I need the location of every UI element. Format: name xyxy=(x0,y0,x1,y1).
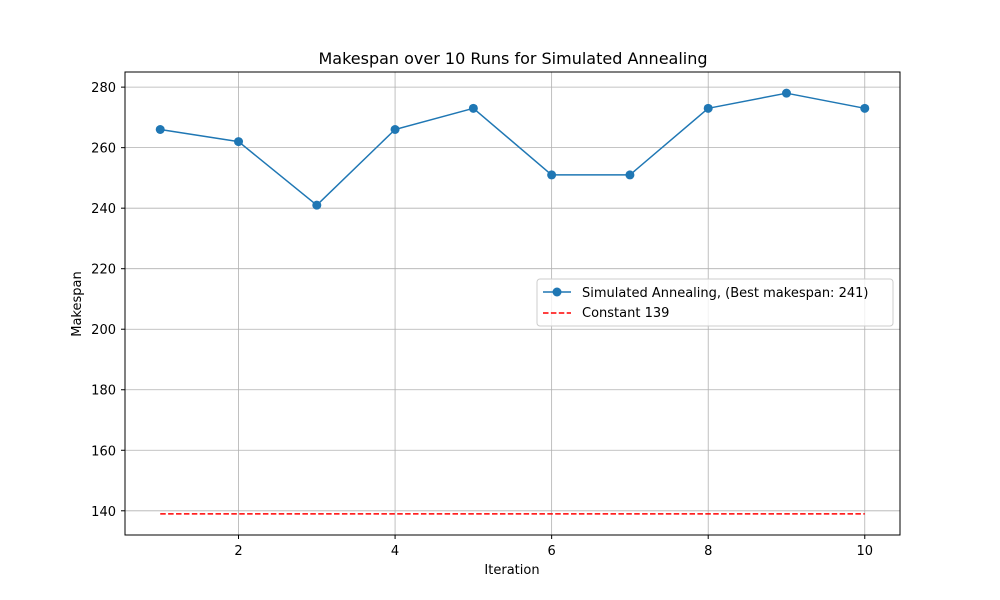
x-tick-label-8: 8 xyxy=(704,544,712,559)
legend-label-series-2: Constant 139 xyxy=(582,306,669,321)
x-axis-label: Iteration xyxy=(484,563,539,578)
legend-marker-series-1 xyxy=(552,287,562,297)
series-1-point-6 xyxy=(547,170,557,180)
series-1-point-8 xyxy=(703,103,713,113)
series-1-point-10 xyxy=(860,103,870,113)
series-1-point-7 xyxy=(625,170,635,180)
legend-box xyxy=(536,278,894,327)
y-axis-label: Makespan xyxy=(70,271,85,336)
y-tick-label-140: 140 xyxy=(91,505,116,520)
y-tick-label-180: 180 xyxy=(91,384,116,399)
x-tick-label-4: 4 xyxy=(391,544,399,559)
y-tick-label-160: 160 xyxy=(91,444,116,459)
x-tick-label-10: 10 xyxy=(856,544,873,559)
y-tick-label-220: 220 xyxy=(91,263,116,278)
x-tick-label-2: 2 xyxy=(234,544,242,559)
chart-title: Makespan over 10 Runs for Simulated Anne… xyxy=(318,49,707,68)
axes: 2 4 6 8 10 140 160 180 200 220 240 260 280 xyxy=(91,81,873,559)
series-1-point-3 xyxy=(312,200,322,210)
plot-frame xyxy=(124,71,901,536)
y-tick-label-240: 240 xyxy=(91,202,116,217)
x-tick-label-6: 6 xyxy=(548,544,556,559)
plot-series xyxy=(155,88,870,515)
series-1-point-2 xyxy=(234,137,244,147)
series-1-point-5 xyxy=(468,103,478,113)
series-1-point-1 xyxy=(155,124,165,134)
series-line-1 xyxy=(160,92,865,206)
legend: Simulated Annealing, (Best makespan: 241… xyxy=(536,278,894,327)
y-tick-label-280: 280 xyxy=(91,81,116,96)
y-tick-label-260: 260 xyxy=(91,142,116,157)
legend-label-series-1: Simulated Annealing, (Best makespan: 241… xyxy=(582,286,868,301)
y-tick-label-200: 200 xyxy=(91,323,116,338)
series-1-point-9 xyxy=(781,88,791,98)
series-1-point-4 xyxy=(390,124,400,134)
